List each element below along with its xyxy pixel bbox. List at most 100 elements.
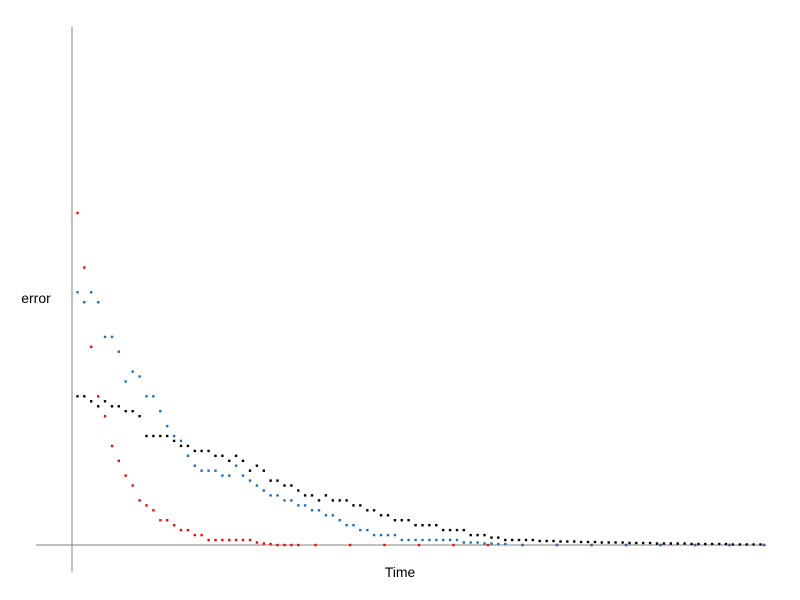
series-1-point [159,519,162,522]
series-2-point [221,474,224,477]
series-2-point [345,524,348,527]
series-1-point [90,345,93,348]
series-3-point [310,494,314,497]
series-3-point [269,479,272,482]
series-1-point [152,509,155,512]
series-3-point [655,542,659,545]
series-1-point [314,543,317,547]
series-1-point [179,528,183,532]
series-1-point [131,484,134,487]
series-2-point [359,528,362,532]
series-3-point [103,400,107,403]
series-2-point [124,380,127,383]
series-3-point [283,484,286,487]
series-3-point [324,494,328,497]
series-1-point [166,519,169,522]
series-3-point [607,541,610,544]
series-1-point [255,541,259,544]
series-3-point [117,405,120,408]
series-1-point [248,538,252,542]
series-1-point [172,524,176,527]
series-2-point [255,484,259,487]
series-3-point [124,410,127,413]
series-2-point [693,543,697,547]
series-1-point [117,459,120,462]
series-2-point [421,538,424,542]
series-3-point [214,454,217,457]
series-3-point [338,499,341,502]
series-3-point [566,540,569,543]
series-2-point [90,291,93,294]
series-2-point [159,410,162,413]
series-3-point [600,541,603,544]
series-2-point [297,504,300,507]
series-1-point [276,543,279,547]
series-3-point [745,543,748,546]
series-1-point [214,538,217,542]
series-3-point [490,536,493,539]
series-3-point [303,494,307,497]
series-1-point [417,543,421,547]
series-3-point [414,524,417,527]
series-3-point [545,539,548,543]
series-3-point [586,540,590,544]
series-3-point [262,469,265,472]
series-2-point [483,542,486,545]
series-2-point [290,499,293,502]
series-3-point [538,539,541,543]
series-2-point [393,533,397,537]
series-1-point [348,543,352,547]
series-2-point [555,543,559,547]
series-2-point [352,524,355,527]
series-2-point [97,301,100,304]
series-3-point [531,538,534,542]
series-2-point [207,469,210,472]
series-3-point [393,519,397,522]
series-2-point [366,528,369,532]
series-2-point [241,474,245,477]
series-3-point [469,533,472,537]
x-axis-label: Time [385,564,416,580]
series-3-point [345,499,348,502]
series-2-point [659,543,662,547]
series-1-point [103,415,107,418]
series-2-point [110,335,114,339]
series-2-point [303,504,307,507]
series-2-point [407,538,410,542]
series-3-point [407,519,410,522]
series-2-point [497,542,500,546]
series-3-point [628,541,631,545]
series-3-point [573,540,576,543]
series-3-point [248,469,252,472]
series-3-point [559,540,562,543]
series-3-point [317,499,321,502]
series-3-point [614,541,617,544]
series-2-point [310,509,314,512]
series-3-point [290,484,293,487]
series-1-point [200,533,203,537]
series-3-point [552,539,555,543]
series-3-point [145,434,148,438]
series-3-point [718,542,721,546]
series-3-point [386,514,390,517]
series-3-point [83,395,86,398]
series-1-point [228,538,231,542]
series-3-point [669,542,672,545]
series-2-point [462,541,465,544]
series-2-point [442,538,445,542]
series-2-point [117,350,120,353]
series-3-point [759,543,762,546]
series-3-point [352,504,355,507]
series-3-point [234,454,238,457]
series-2-point [414,538,417,542]
series-1-point [186,528,190,532]
series-3-point [159,434,162,438]
series-3-point [517,538,521,542]
series-2-point [521,543,524,547]
series-3-point [428,524,431,527]
series-3-point [462,528,465,532]
series-2-point [103,335,107,339]
series-3-point [276,479,279,482]
series-2-point [428,538,431,542]
